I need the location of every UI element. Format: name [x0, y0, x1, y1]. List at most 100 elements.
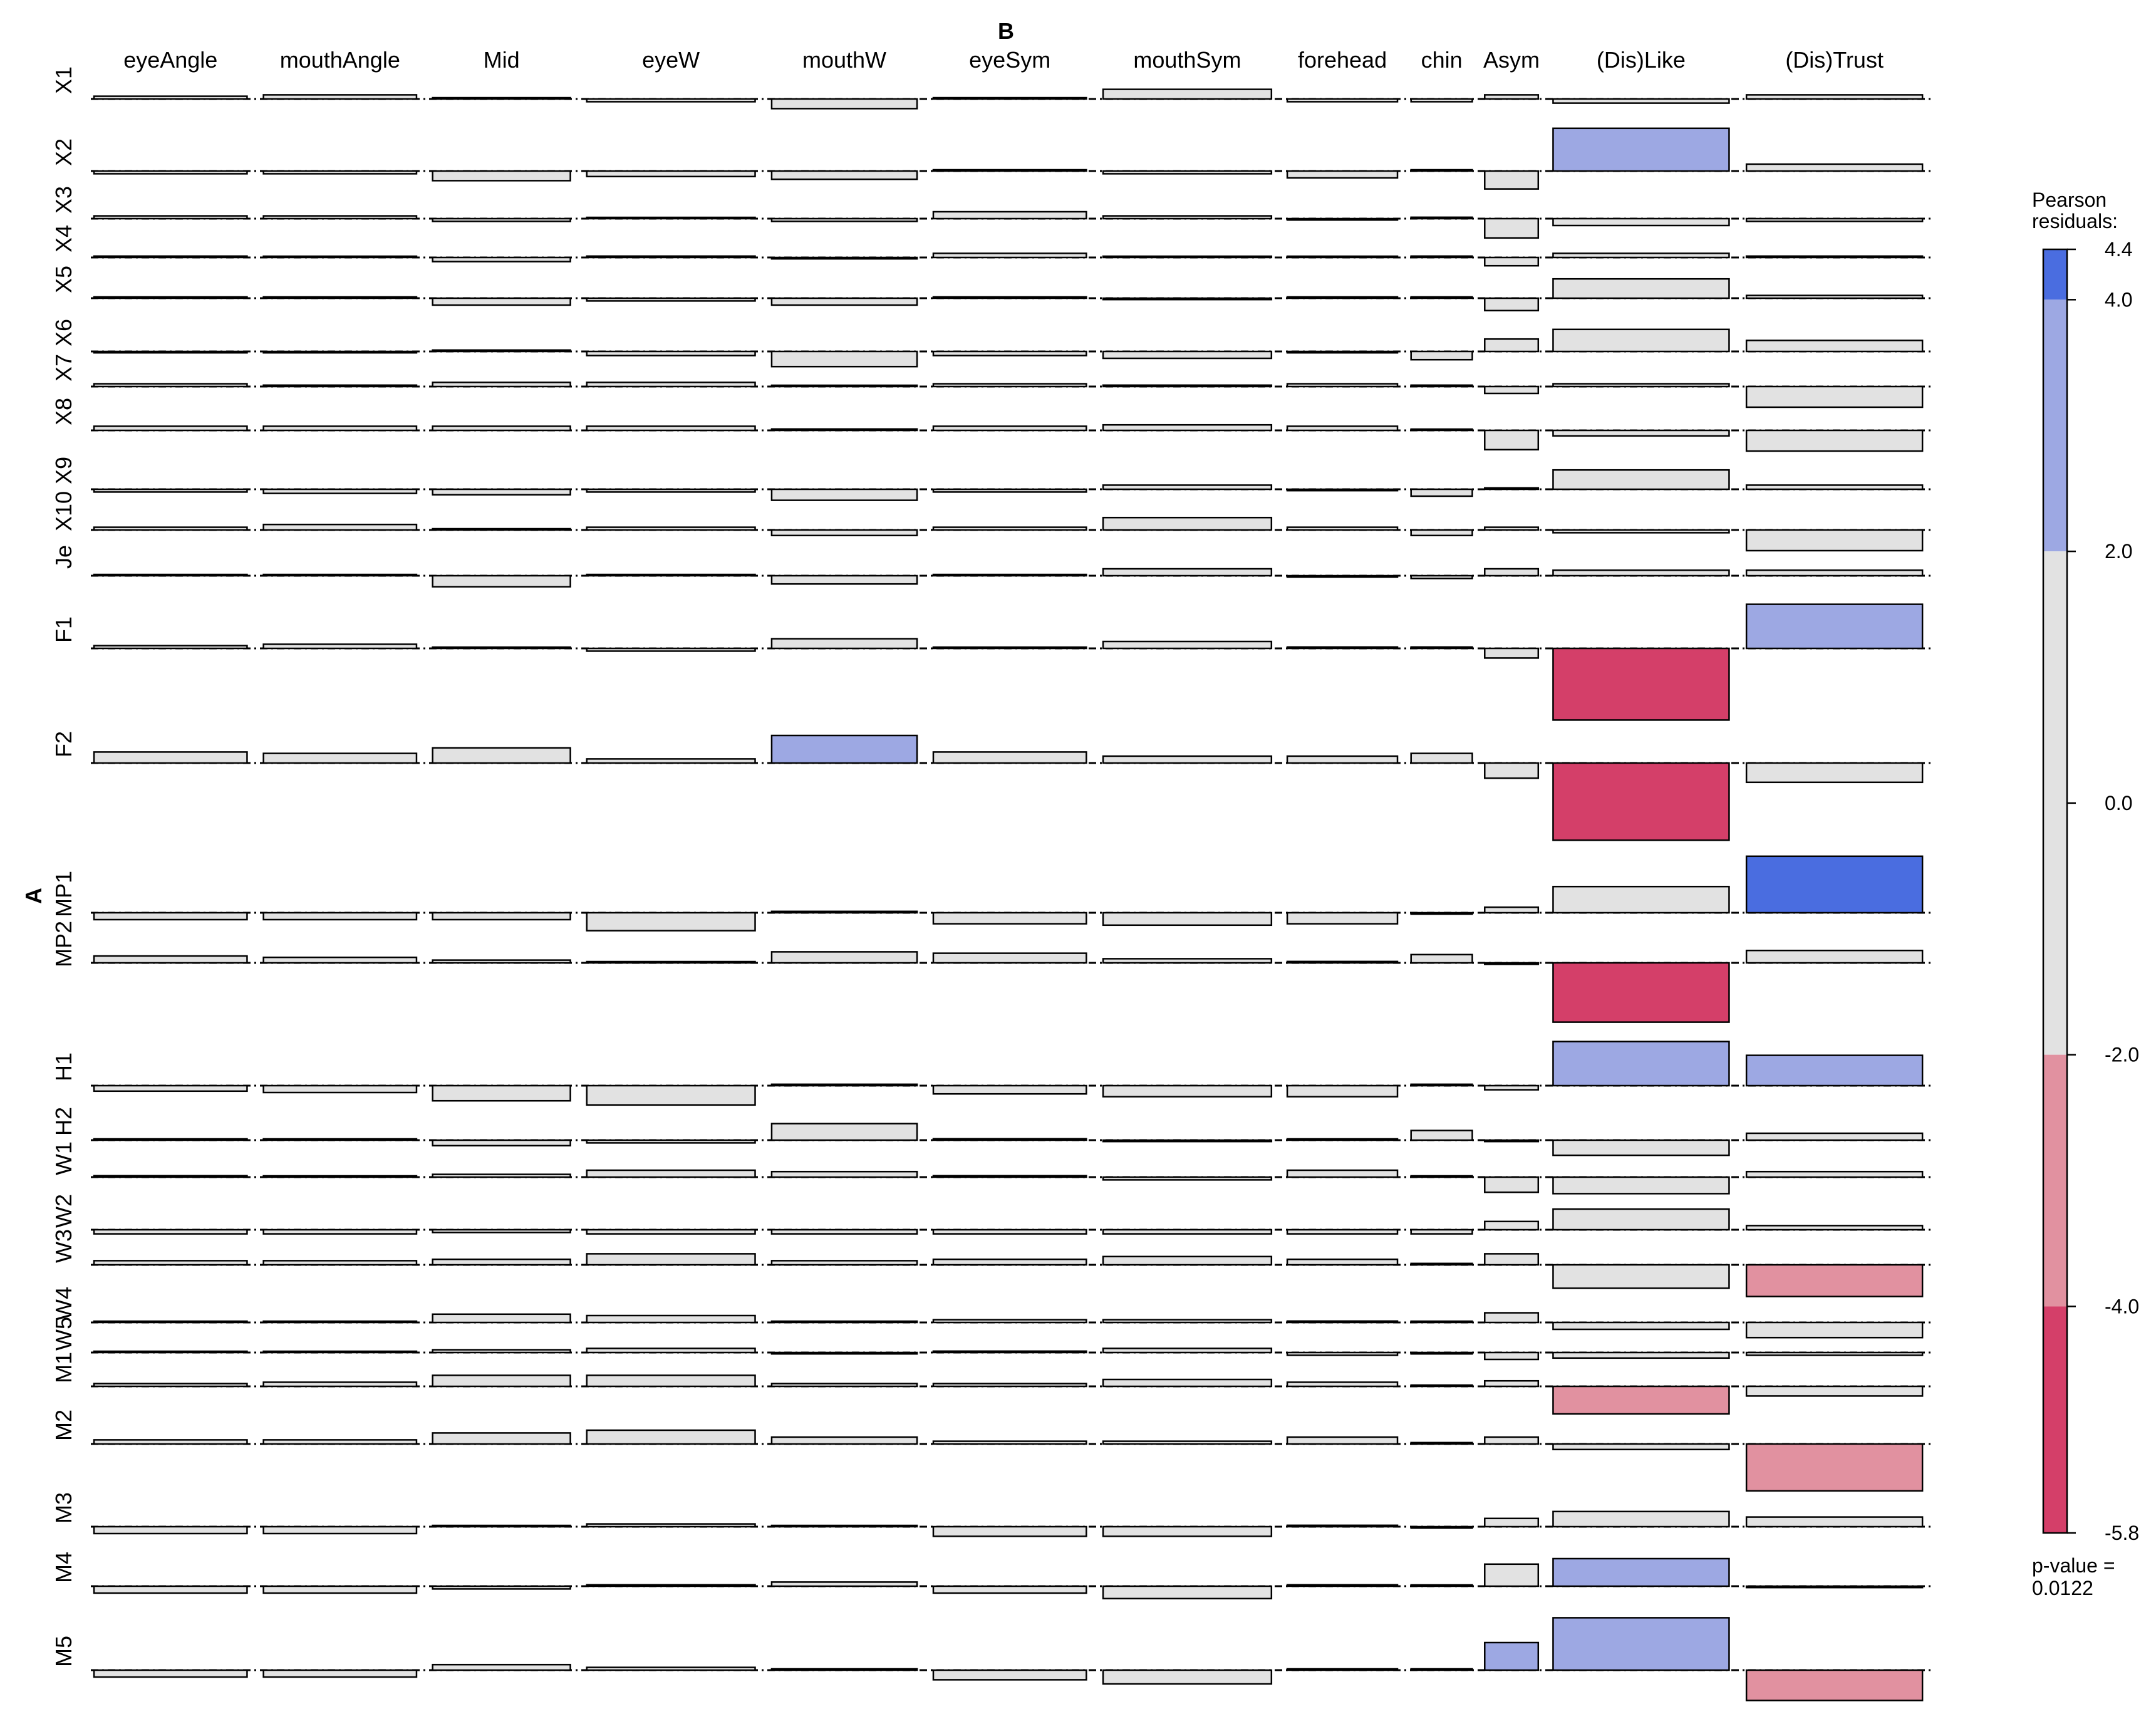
residual-bar: [770, 297, 918, 306]
residual-bar: [93, 955, 248, 964]
residual-bar: [262, 1320, 418, 1324]
residual-bar: [1745, 385, 1924, 408]
residual-bar: [1102, 1319, 1273, 1324]
residual-bar: [1552, 127, 1730, 172]
residual-bar: [1745, 217, 1924, 222]
residual-bar: [586, 1429, 756, 1445]
residual-bar: [1410, 384, 1473, 388]
row-label: X9: [51, 457, 76, 484]
residual-bar: [770, 488, 918, 501]
residual-bar: [932, 1258, 1087, 1266]
residual-bar: [1102, 170, 1273, 175]
residual-bar: [93, 1320, 248, 1324]
residual-bar: [1286, 960, 1399, 964]
row-label: X5: [51, 266, 76, 293]
residual-bar: [432, 911, 571, 921]
residual-bar: [1484, 487, 1540, 491]
legend-tick-label: 4.4: [2105, 238, 2132, 261]
residual-bar: [1102, 640, 1273, 650]
residual-bar: [93, 1350, 248, 1354]
residual-bar: [1552, 217, 1730, 227]
legend-color-band: [2043, 551, 2067, 1055]
residual-bar: [1745, 1264, 1924, 1297]
residual-bar: [1102, 1669, 1273, 1685]
residual-bar: [262, 1175, 418, 1178]
residual-bar: [1286, 217, 1399, 221]
column-label: (Dis)Trust: [1785, 47, 1884, 73]
residual-bar: [1745, 529, 1924, 552]
residual-bar: [770, 428, 918, 432]
residual-bar: [1410, 752, 1473, 764]
residual-bar: [1552, 383, 1730, 388]
residual-bar: [1286, 526, 1399, 531]
residual-bar: [1410, 296, 1473, 299]
residual-bar: [586, 1666, 756, 1671]
residual-bar: [262, 1585, 418, 1594]
residual-bar: [1410, 1228, 1473, 1235]
residual-bar: [432, 646, 571, 650]
legend-tick-label: 4.0: [2105, 288, 2132, 311]
residual-bar: [770, 1123, 918, 1141]
residual-bar: [1552, 1351, 1730, 1359]
residual-bar: [1410, 428, 1473, 432]
residual-bar: [1410, 1351, 1473, 1355]
residual-bar: [1745, 1132, 1924, 1141]
residual-bar: [932, 1440, 1087, 1445]
residual-bar: [1410, 350, 1473, 361]
residual-bar: [432, 349, 571, 353]
residual-bar: [932, 1669, 1087, 1681]
residual-bar: [1102, 1084, 1273, 1098]
residual-bar: [1410, 1441, 1473, 1445]
legend-color-band: [2043, 249, 2067, 300]
residual-bar: [770, 1524, 918, 1528]
legend-tick-label: -5.8: [2105, 1522, 2139, 1544]
legend-tick-label: -4.0: [2105, 1295, 2139, 1317]
residual-bar: [932, 96, 1087, 100]
row-label: X4: [51, 225, 76, 252]
residual-bar: [1484, 1436, 1540, 1445]
residual-bar: [432, 1084, 571, 1102]
p-value-value: 0.0122: [2032, 1577, 2093, 1599]
residual-bar: [1745, 1321, 1924, 1339]
residual-bar: [1552, 529, 1730, 534]
residual-bar: [1102, 958, 1273, 964]
residual-bar: [1745, 1669, 1924, 1701]
residual-bar: [262, 523, 418, 531]
residual-bar: [432, 1432, 571, 1445]
residual-bar: [1484, 1379, 1540, 1388]
residual-bar: [1745, 255, 1924, 259]
residual-bar: [1484, 1176, 1540, 1193]
residual-bar: [1102, 1348, 1273, 1354]
residual-bar: [432, 425, 571, 432]
residual-bar: [1286, 1351, 1399, 1356]
residual-bar: [93, 1383, 248, 1388]
residual-bar: [770, 217, 918, 222]
residual-bar: [770, 1260, 918, 1266]
row-label: F1: [51, 616, 76, 643]
residual-bar: [1286, 350, 1399, 354]
residual-bar: [586, 647, 756, 652]
residual-bar: [932, 1319, 1087, 1324]
residual-bar: [1745, 1516, 1924, 1528]
residual-bar: [1102, 1585, 1273, 1600]
residual-bar: [1286, 1169, 1399, 1178]
residual-bar: [93, 1439, 248, 1445]
residual-bar: [586, 297, 756, 302]
residual-bar: [932, 488, 1087, 493]
residual-bar: [262, 1525, 418, 1535]
row-label: X6: [51, 319, 76, 346]
residual-bar: [432, 1349, 571, 1354]
residual-bar: [932, 296, 1087, 299]
residual-bar: [1102, 1176, 1273, 1181]
residual-bar: [1102, 568, 1273, 577]
residual-bar: [1286, 1668, 1399, 1671]
residual-bar: [932, 646, 1087, 650]
residual-bar: [1745, 1443, 1924, 1492]
column-label: eyeW: [642, 47, 700, 73]
residual-bar: [1102, 255, 1273, 259]
residual-bar: [1410, 216, 1473, 220]
residual-bar: [770, 1668, 918, 1671]
residual-bar: [586, 911, 756, 932]
residual-bar: [770, 1228, 918, 1235]
column-label: chin: [1421, 47, 1463, 73]
